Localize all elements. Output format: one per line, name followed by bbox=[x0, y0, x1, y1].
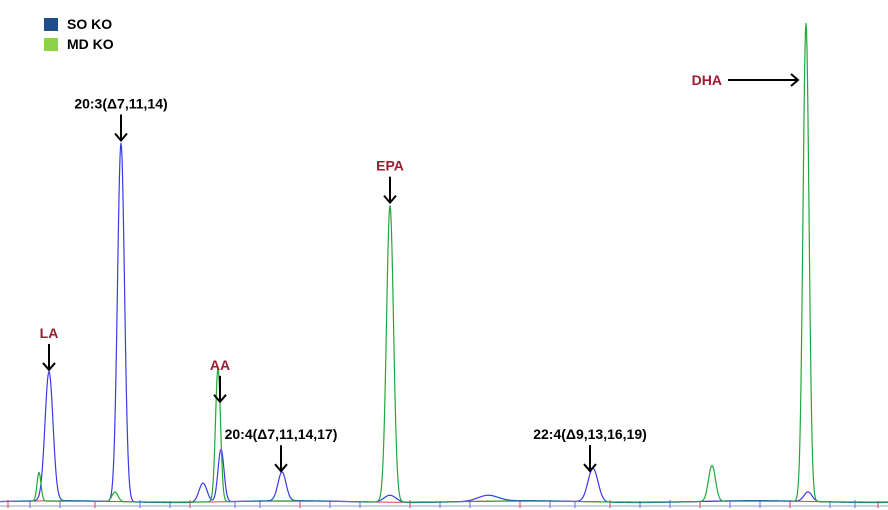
annotation-aa: AA bbox=[210, 357, 230, 404]
arrow-down-icon bbox=[213, 394, 227, 404]
arrow-down-icon bbox=[114, 132, 128, 143]
legend-item-so-ko: SO KO bbox=[44, 14, 114, 34]
arrow-down-icon bbox=[42, 362, 56, 372]
legend-label-so-ko: SO KO bbox=[67, 16, 113, 32]
annotation-la: LA bbox=[40, 325, 59, 372]
annotation-label: LA bbox=[40, 325, 59, 341]
annotation-label: DHA bbox=[692, 72, 722, 88]
arrow-down-icon bbox=[383, 194, 397, 205]
annotation-label: AA bbox=[210, 357, 230, 373]
annotation-label: 22:4(Δ9,13,16,19) bbox=[533, 426, 647, 442]
legend: SO KO MD KO bbox=[44, 14, 114, 54]
chromatogram-traces bbox=[0, 22, 888, 504]
arrow-down-icon bbox=[274, 463, 288, 473]
peak-annotations: LA 20:3(Δ7,11,14) AA 20:4(Δ7,11,14,17) EPA 22… bbox=[40, 72, 800, 473]
series-line-so-ko bbox=[0, 142, 888, 504]
annotation-label: 20:3(Δ7,11,14) bbox=[74, 96, 167, 112]
annotation-22-4-9-13-16-19-: 22:4(Δ9,13,16,19) bbox=[533, 426, 647, 473]
legend-swatch-md-ko bbox=[44, 37, 58, 51]
legend-swatch-so-ko bbox=[44, 17, 58, 31]
baseline-ticks bbox=[7, 500, 879, 508]
annotation-dha: DHA bbox=[692, 72, 800, 88]
annotation-epa: EPA bbox=[376, 158, 404, 205]
legend-item-md-ko: MD KO bbox=[44, 34, 114, 54]
arrow-right-icon bbox=[790, 73, 800, 87]
annotation-20-3-7-11-14-: 20:3(Δ7,11,14) bbox=[74, 96, 168, 143]
annotation-label: EPA bbox=[376, 158, 404, 174]
annotation-label: 20:4(Δ7,11,14,17) bbox=[225, 426, 338, 442]
annotation-20-4-7-11-14-17-: 20:4(Δ7,11,14,17) bbox=[225, 426, 338, 473]
legend-label-md-ko: MD KO bbox=[67, 36, 114, 52]
arrow-down-icon bbox=[583, 463, 597, 473]
series-line-md-ko bbox=[0, 22, 888, 503]
